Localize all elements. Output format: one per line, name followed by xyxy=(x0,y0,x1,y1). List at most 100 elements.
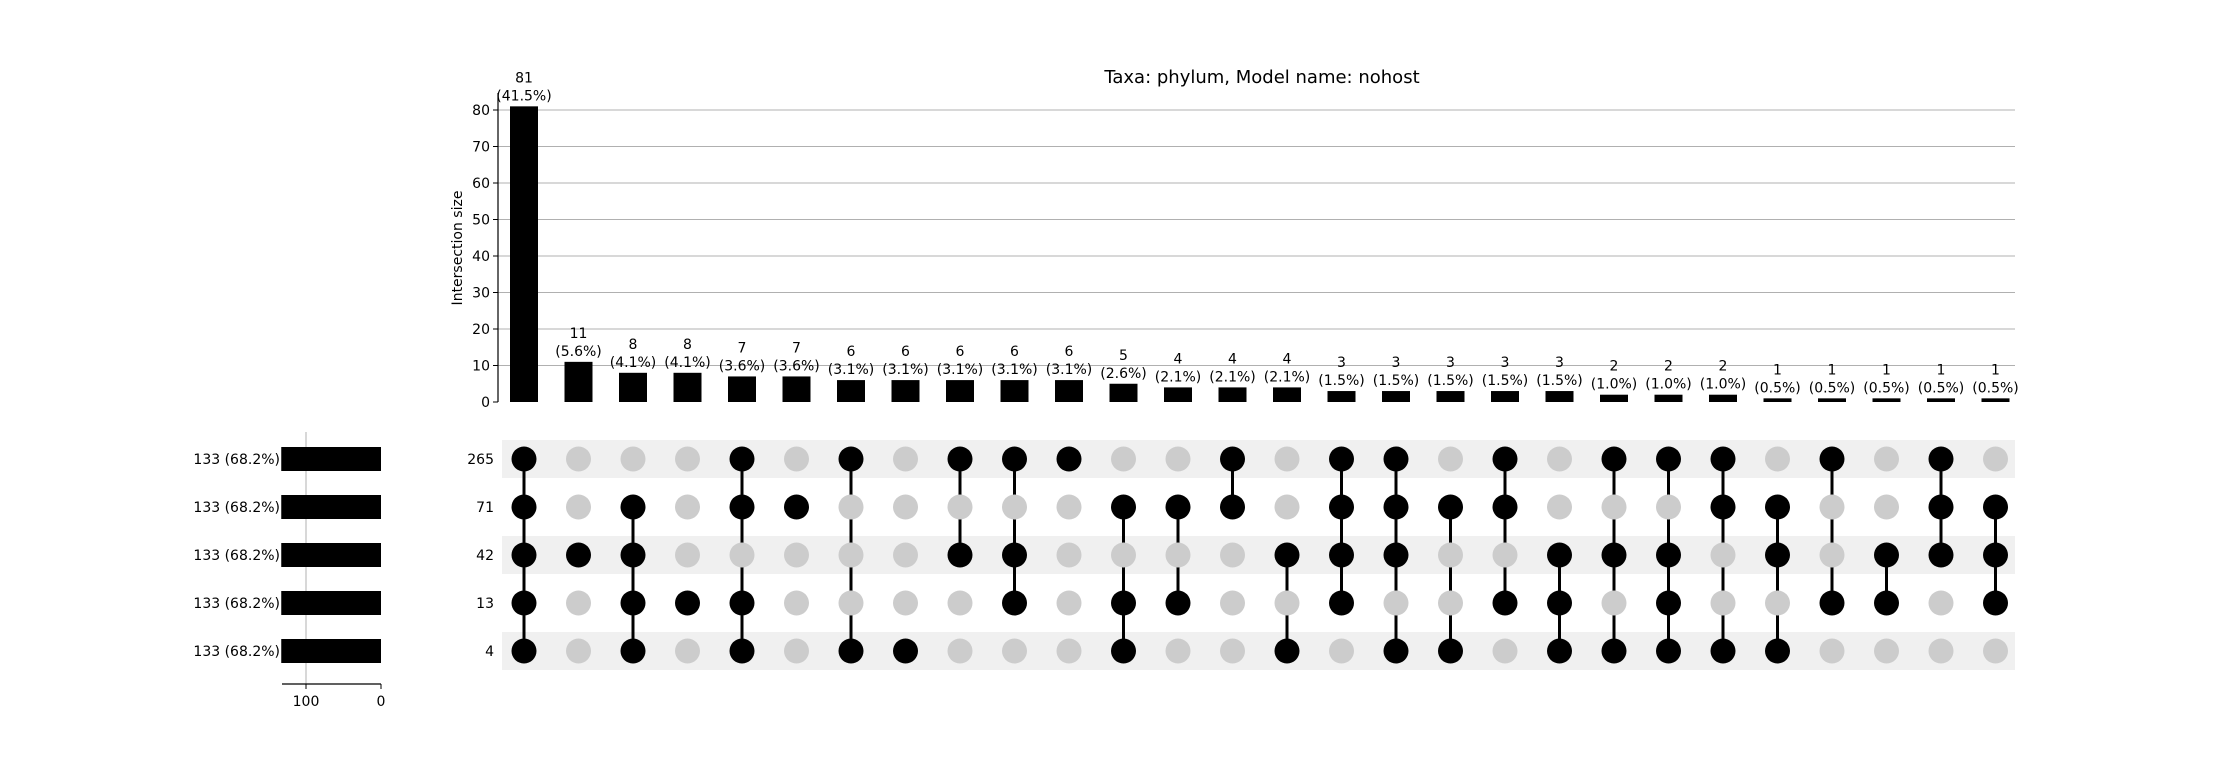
matrix-dot-active xyxy=(1710,494,1736,520)
matrix-dot-active xyxy=(1220,494,1245,520)
matrix-dot-active xyxy=(1438,638,1463,664)
bar-percent-label: (3.6%) xyxy=(773,358,820,374)
matrix-dot-active xyxy=(1601,446,1627,472)
matrix-dot-inactive xyxy=(893,446,918,472)
set-size-label: 133 (68.2%) xyxy=(193,548,280,564)
matrix-dot-active xyxy=(729,590,755,616)
bar-percent-label: (3.1%) xyxy=(937,362,984,378)
matrix-dot-inactive xyxy=(1765,446,1790,472)
intersection-bar xyxy=(1382,391,1410,402)
y-tick-label: 0 xyxy=(481,395,490,411)
matrix-dot-active xyxy=(1002,446,1027,472)
bar-percent-label: (2.1%) xyxy=(1209,369,1256,385)
matrix-dot-inactive xyxy=(1111,542,1136,568)
bar-percent-label: (3.1%) xyxy=(828,362,875,378)
bar-percent-label: (41.5%) xyxy=(496,88,551,104)
matrix-dot-inactive xyxy=(1056,542,1082,568)
matrix-dot-inactive xyxy=(1056,590,1082,616)
matrix-dot-active xyxy=(1220,446,1245,472)
matrix-dot-active xyxy=(1547,590,1572,616)
intersection-bar xyxy=(1055,380,1083,402)
y-tick-label: 60 xyxy=(472,176,490,192)
bar-percent-label: (2.1%) xyxy=(1155,369,1202,385)
bar-percent-label: (2.6%) xyxy=(1100,366,1147,382)
matrix-dot-active xyxy=(1438,494,1463,520)
matrix-dot-active xyxy=(893,638,918,664)
matrix-dot-active xyxy=(1111,638,1136,664)
bar-value-label: 3 xyxy=(1501,355,1510,371)
matrix-dot-active xyxy=(1928,494,1954,520)
bar-percent-label: (1.0%) xyxy=(1645,377,1692,393)
matrix-dot-active xyxy=(1492,494,1518,520)
matrix-dot-inactive xyxy=(838,542,864,568)
bar-value-label: 2 xyxy=(1719,359,1728,375)
matrix-dot-inactive xyxy=(1710,590,1736,616)
set-size-bar xyxy=(281,591,381,615)
intersection-bar xyxy=(1872,398,1901,402)
matrix-dot-active xyxy=(1383,494,1409,520)
matrix-dot-inactive xyxy=(1329,638,1354,664)
bar-value-label: 6 xyxy=(847,344,856,360)
bar-value-label: 11 xyxy=(570,326,588,342)
matrix-dot-inactive xyxy=(1928,638,1954,664)
matrix-dot-active xyxy=(1002,542,1027,568)
matrix-dot-inactive xyxy=(1002,494,1027,520)
bar-percent-label: (3.1%) xyxy=(991,362,1038,378)
matrix-dot-active xyxy=(1983,542,2008,568)
intersection-bar xyxy=(619,372,647,402)
matrix-dot-active xyxy=(1874,542,1899,568)
bar-value-label: 7 xyxy=(792,340,801,356)
y-tick-label: 50 xyxy=(472,213,490,229)
bar-percent-label: (0.5%) xyxy=(1972,380,2019,396)
y-tick-label: 40 xyxy=(472,249,490,265)
bar-percent-label: (3.1%) xyxy=(1046,362,1093,378)
matrix-dot-inactive xyxy=(1601,590,1627,616)
intersection-bar xyxy=(1927,398,1955,402)
y-tick-label: 70 xyxy=(472,140,490,156)
matrix-dot-active xyxy=(620,590,646,616)
y-tick-label: 80 xyxy=(472,103,490,119)
matrix-dot-inactive xyxy=(784,542,809,568)
matrix-dot-active xyxy=(1710,638,1736,664)
matrix-dot-inactive xyxy=(947,590,973,616)
bar-value-label: 81 xyxy=(515,70,533,86)
matrix-dot-active xyxy=(1165,590,1191,616)
bar-percent-label: (0.5%) xyxy=(1754,380,1801,396)
matrix-dot-active xyxy=(784,494,809,520)
bar-value-label: 6 xyxy=(956,344,965,360)
matrix-dot-active xyxy=(620,494,646,520)
matrix-dot-inactive xyxy=(1220,638,1245,664)
matrix-dot-active xyxy=(1547,542,1572,568)
matrix-dot-inactive xyxy=(1438,590,1463,616)
bar-percent-label: (1.5%) xyxy=(1373,373,1420,389)
bar-value-label: 1 xyxy=(1991,362,2000,378)
matrix-dot-inactive xyxy=(1438,542,1463,568)
matrix-dot-active xyxy=(1983,590,2008,616)
set-size-bar xyxy=(281,639,381,663)
matrix-dot-active xyxy=(947,446,973,472)
matrix-dot-inactive xyxy=(893,590,918,616)
matrix-dot-active xyxy=(1601,542,1627,568)
matrix-dot-active xyxy=(1111,590,1136,616)
matrix-dot-inactive xyxy=(1819,542,1845,568)
matrix-dot-active xyxy=(1710,446,1736,472)
bar-percent-label: (1.5%) xyxy=(1318,373,1365,389)
matrix-dot-inactive xyxy=(1111,446,1136,472)
matrix-dot-active xyxy=(1656,446,1681,472)
set-name-label: 4 xyxy=(485,644,494,660)
matrix-dot-active xyxy=(1002,590,1027,616)
bar-value-label: 2 xyxy=(1610,359,1619,375)
matrix-dot-active xyxy=(1874,590,1899,616)
intersection-bar xyxy=(1818,398,1846,402)
bar-value-label: 6 xyxy=(1065,344,1074,360)
matrix-dot-active xyxy=(838,638,864,664)
matrix-dot-active xyxy=(1765,494,1790,520)
matrix-dot-inactive xyxy=(675,446,700,472)
matrix-dot-active xyxy=(620,542,646,568)
intersection-bar xyxy=(1273,387,1301,402)
matrix-dot-active xyxy=(1329,590,1354,616)
matrix-dot-inactive xyxy=(1874,446,1899,472)
matrix-dot-active xyxy=(1165,494,1191,520)
matrix-dot-inactive xyxy=(1165,542,1191,568)
